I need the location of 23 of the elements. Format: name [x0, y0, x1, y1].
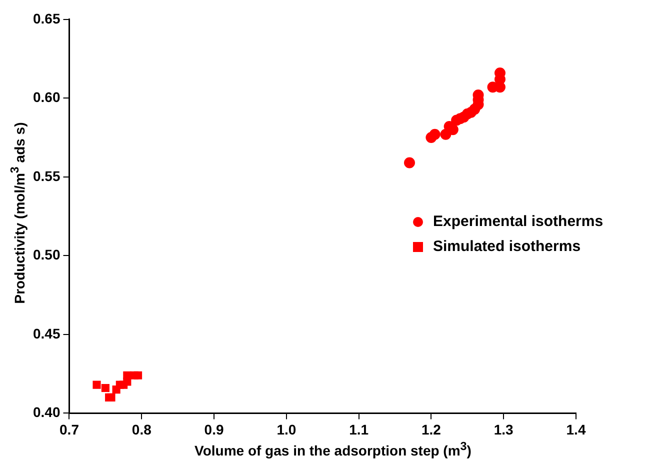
point	[92, 380, 101, 389]
point	[101, 384, 110, 392]
y-tick-label: 0.65	[33, 10, 60, 26]
point	[429, 128, 440, 140]
y-tick-label: 0.60	[33, 89, 60, 106]
x-tick-label: 1.0	[276, 421, 296, 438]
y-tick-label: 0.50	[33, 246, 60, 263]
y-tick-label: 0.45	[33, 325, 60, 342]
point	[123, 371, 132, 380]
point	[134, 371, 142, 380]
legend-label: Simulated isotherms	[433, 238, 581, 255]
y-tick-label: 0.40	[33, 404, 60, 420]
x-tick-label: 0.7	[60, 421, 80, 438]
x-axis-title: Volume of gas in the adsorption step (m$^{3}$)	[194, 440, 472, 459]
legend-label: Experimental isotherms	[433, 213, 604, 230]
x-tick-label: 1.3	[494, 421, 514, 438]
x-tick-label: 0.8	[132, 421, 152, 438]
x-tick-label: 1.1	[349, 421, 369, 438]
x-tick-label: 1.4	[566, 421, 586, 438]
x-tick-label: 0.9	[204, 421, 224, 438]
x-tick-label: 1.2	[421, 421, 442, 438]
y-tick-label: 0.55	[33, 168, 60, 184]
point	[404, 157, 415, 168]
